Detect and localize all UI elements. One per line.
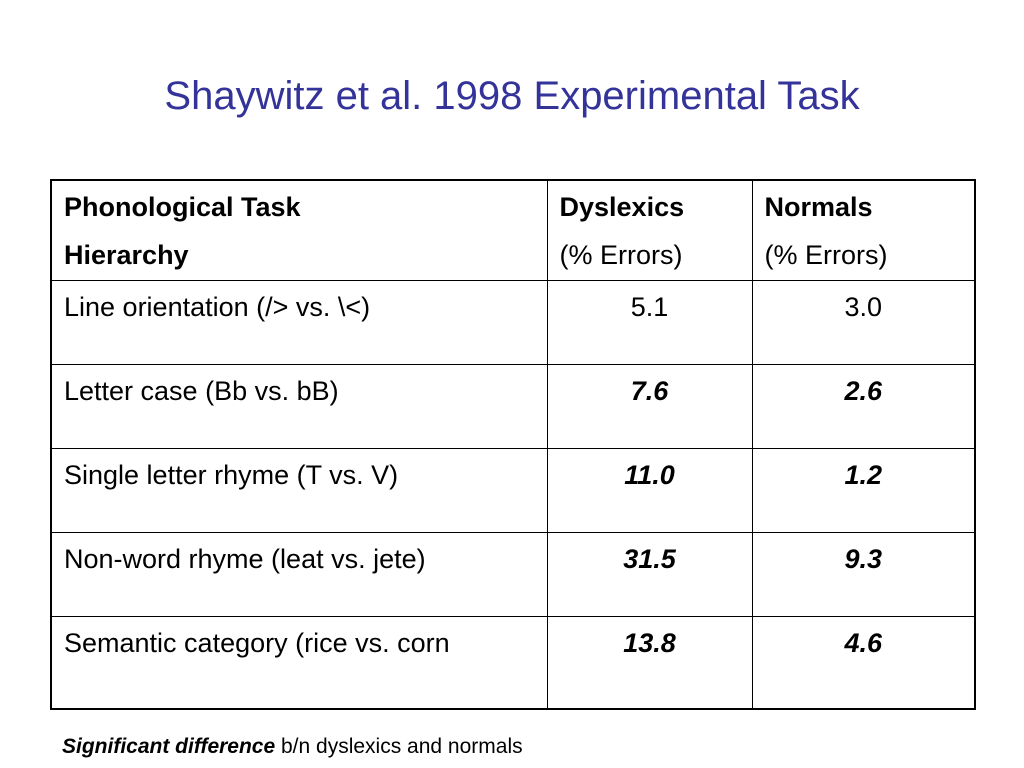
task-cell: Line orientation (/> vs. \<) — [50, 279, 548, 365]
table-row: Line orientation (/> vs. \<) 5.1 3.0 — [50, 279, 976, 365]
dyslexics-value: 31.5 — [546, 531, 753, 617]
header-normals-line2: (% Errors) — [764, 240, 888, 270]
normals-value: 1.2 — [751, 447, 976, 533]
header-normals: Normals (% Errors) — [751, 179, 976, 281]
header-dyslexics-line1: Dyslexics — [559, 192, 685, 222]
dyslexics-value: 11.0 — [546, 447, 753, 533]
normals-value: 9.3 — [751, 531, 976, 617]
header-normals-line1: Normals — [764, 192, 873, 222]
slide-title: Shaywitz et al. 1998 Experimental Task — [164, 74, 860, 118]
table-row: Letter case (Bb vs. bB) 7.6 2.6 — [50, 363, 976, 449]
footnote: Significant difference b/n dyslexics and… — [62, 733, 523, 761]
header-task-line2: Hierarchy — [64, 240, 189, 270]
header-dyslexics: Dyslexics (% Errors) — [546, 179, 753, 281]
normals-value: 3.0 — [751, 279, 976, 365]
dyslexics-value: 7.6 — [546, 363, 753, 449]
footnote-emphasis: Significant difference — [62, 735, 276, 758]
normals-value: 4.6 — [751, 615, 976, 710]
footnote-text: b/n dyslexics and normals — [275, 735, 523, 758]
results-table: Phonological Task Hierarchy Dyslexics (%… — [50, 179, 976, 710]
task-cell: Semantic category (rice vs. corn — [50, 615, 548, 710]
dyslexics-value: 5.1 — [546, 279, 753, 365]
header-dyslexics-line2: (% Errors) — [559, 240, 683, 270]
task-cell: Non-word rhyme (leat vs. jete) — [50, 531, 548, 617]
table-row: Non-word rhyme (leat vs. jete) 31.5 9.3 — [50, 531, 976, 617]
table-row: Single letter rhyme (T vs. V) 11.0 1.2 — [50, 447, 976, 533]
header-task-line1: Phonological Task — [64, 192, 301, 222]
table-row: Semantic category (rice vs. corn 13.8 4.… — [50, 615, 976, 710]
dyslexics-value: 13.8 — [546, 615, 753, 710]
table-header-row: Phonological Task Hierarchy Dyslexics (%… — [50, 179, 976, 281]
normals-value: 2.6 — [751, 363, 976, 449]
task-cell: Letter case (Bb vs. bB) — [50, 363, 548, 449]
header-task-hierarchy: Phonological Task Hierarchy — [50, 179, 548, 281]
task-cell: Single letter rhyme (T vs. V) — [50, 447, 548, 533]
